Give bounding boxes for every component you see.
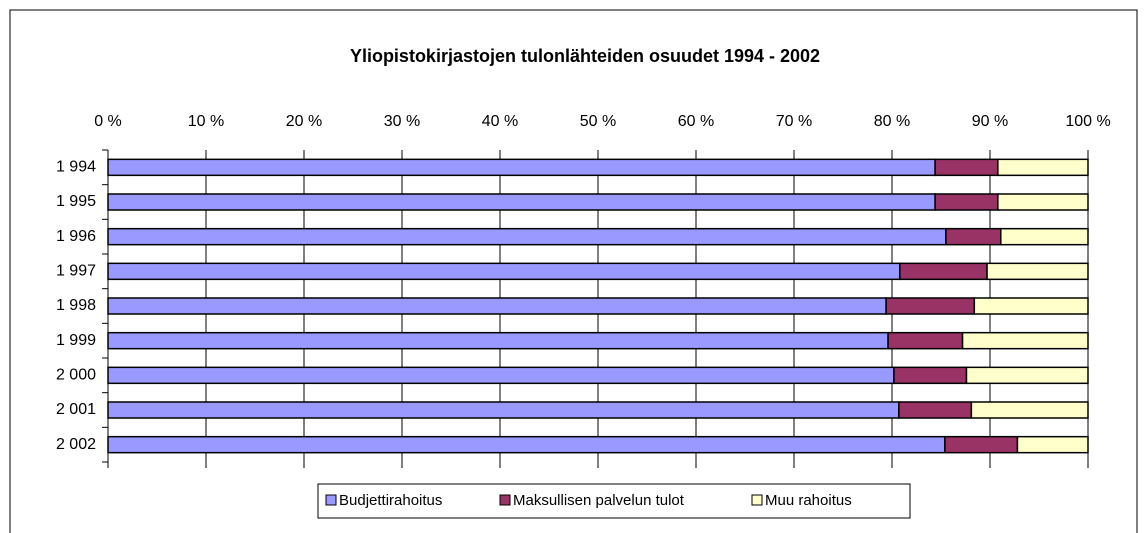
bar-segment [107, 227, 947, 246]
x-tick-label: 10 % [188, 113, 224, 130]
x-tick-label: 30 % [384, 113, 420, 130]
bar-segment [107, 158, 936, 177]
y-tick-label: 1 998 [56, 297, 96, 314]
x-tick-label: 20 % [286, 113, 322, 130]
y-tick-label: 2 001 [56, 401, 96, 418]
bar-segment [1000, 227, 1089, 246]
x-tick-label: 40 % [482, 113, 518, 130]
legend-box [317, 483, 911, 519]
x-tick-label: 100 % [1065, 113, 1110, 130]
bar-segment [961, 331, 1089, 350]
x-tick-label: 50 % [580, 113, 616, 130]
bar-segment [970, 401, 1089, 419]
bar-segment [107, 193, 936, 211]
chart-title: Yliopistokirjastojen tulonlähteiden osuu… [350, 46, 820, 66]
x-tick-label: 0 % [94, 113, 122, 130]
bar-segment [107, 435, 946, 454]
bar-segment [893, 366, 968, 385]
bar-segment [934, 193, 999, 211]
bar-segment [1016, 435, 1089, 454]
bar-segment [107, 297, 887, 315]
bar-segment [944, 435, 1019, 454]
legend-label: Maksullisen palvelun tulot [513, 492, 685, 509]
y-tick-label: 1 994 [56, 159, 96, 176]
x-tick-label: 80 % [874, 113, 910, 130]
bar-segment [107, 331, 889, 350]
x-tick-label: 70 % [776, 113, 812, 130]
legend-label: Budjettirahoitus [339, 492, 442, 509]
bar-segment [973, 297, 1089, 315]
bar-segment [887, 331, 964, 350]
bar-segment [107, 366, 895, 385]
bar-segment [898, 401, 973, 419]
bar-segment [107, 401, 900, 419]
y-tick-label: 2 000 [56, 367, 96, 384]
legend-swatch [325, 494, 337, 506]
y-tick-label: 1 995 [56, 193, 96, 210]
legend-swatch [751, 494, 763, 506]
y-tick-label: 2 002 [56, 436, 96, 453]
bar-segment [986, 262, 1089, 281]
bar-segment [885, 297, 976, 315]
legend-swatch [499, 494, 511, 506]
y-tick-label: 1 997 [56, 263, 96, 280]
bar-segment [997, 158, 1089, 177]
x-tick-label: 90 % [972, 113, 1008, 130]
chart-frame [9, 9, 1138, 533]
legend-label: Muu rahoitus [765, 492, 852, 509]
bar-segment [107, 262, 901, 281]
bar-segment [965, 366, 1089, 385]
bar-segment [945, 227, 1002, 246]
x-tick-label: 60 % [678, 113, 714, 130]
bar-segment [997, 193, 1089, 211]
bar-segment [934, 158, 999, 177]
y-tick-label: 1 999 [56, 332, 96, 349]
y-tick-label: 1 996 [56, 228, 96, 245]
bar-segment [899, 262, 988, 281]
